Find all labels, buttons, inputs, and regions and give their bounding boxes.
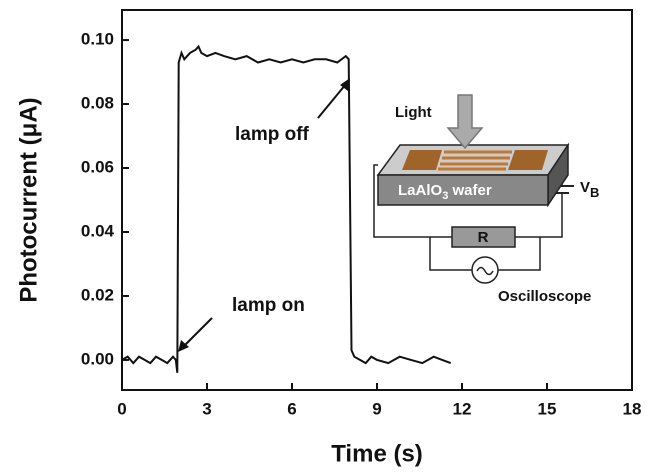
sine — [476, 266, 494, 276]
fingers — [438, 150, 512, 171]
y-tick-label: 0.04 — [81, 221, 115, 240]
annotation: lamp off — [235, 124, 310, 145]
data-line — [121, 44, 452, 373]
label-part: 3 — [442, 190, 448, 202]
x-tick-label: 3 — [202, 399, 211, 418]
wire — [515, 193, 563, 238]
y-axis-title: Photocurrent (μA) — [15, 97, 42, 302]
inset-label: Light — [395, 104, 432, 121]
label-part: V — [580, 179, 590, 196]
electrode — [402, 150, 442, 170]
inset-label: VB — [580, 179, 599, 200]
label-part: wafer — [448, 182, 492, 199]
y-tick-label: 0.10 — [81, 30, 114, 49]
y-tick-label: 0.06 — [81, 157, 114, 176]
inset-label: Oscilloscope — [498, 288, 591, 305]
annotation-arrow — [317, 83, 347, 119]
wafer-front — [377, 174, 549, 206]
y-tick-label: 0.08 — [81, 94, 114, 113]
label-part: LaAlO — [398, 182, 443, 199]
x-tick-label: 6 — [287, 399, 296, 418]
y-tick-label: 0.00 — [81, 349, 114, 368]
label-part: B — [590, 185, 599, 200]
x-axis-title: Time (s) — [331, 440, 423, 467]
arrow-head — [178, 340, 189, 352]
x-tick-label: 15 — [538, 399, 557, 418]
wire — [373, 164, 452, 238]
electrode — [508, 150, 548, 170]
x-tick-label: 12 — [453, 399, 472, 418]
wire — [429, 237, 472, 271]
inset-label: R — [478, 229, 489, 246]
y-tick-label: 0.02 — [81, 285, 114, 304]
inset-diagram — [373, 94, 574, 284]
light-arrow — [446, 94, 484, 150]
annotation-arrow — [181, 317, 213, 349]
arrow-head — [340, 78, 350, 91]
x-tick-label: 9 — [372, 399, 381, 418]
wire — [498, 237, 541, 271]
plot-frame — [121, 9, 633, 391]
inset-label: LaAlO3 wafer — [398, 182, 492, 202]
x-tick-label: 0 — [117, 399, 126, 418]
annotation: lamp on — [232, 295, 305, 316]
x-tick-label: 18 — [623, 399, 642, 418]
resistor — [451, 226, 516, 248]
